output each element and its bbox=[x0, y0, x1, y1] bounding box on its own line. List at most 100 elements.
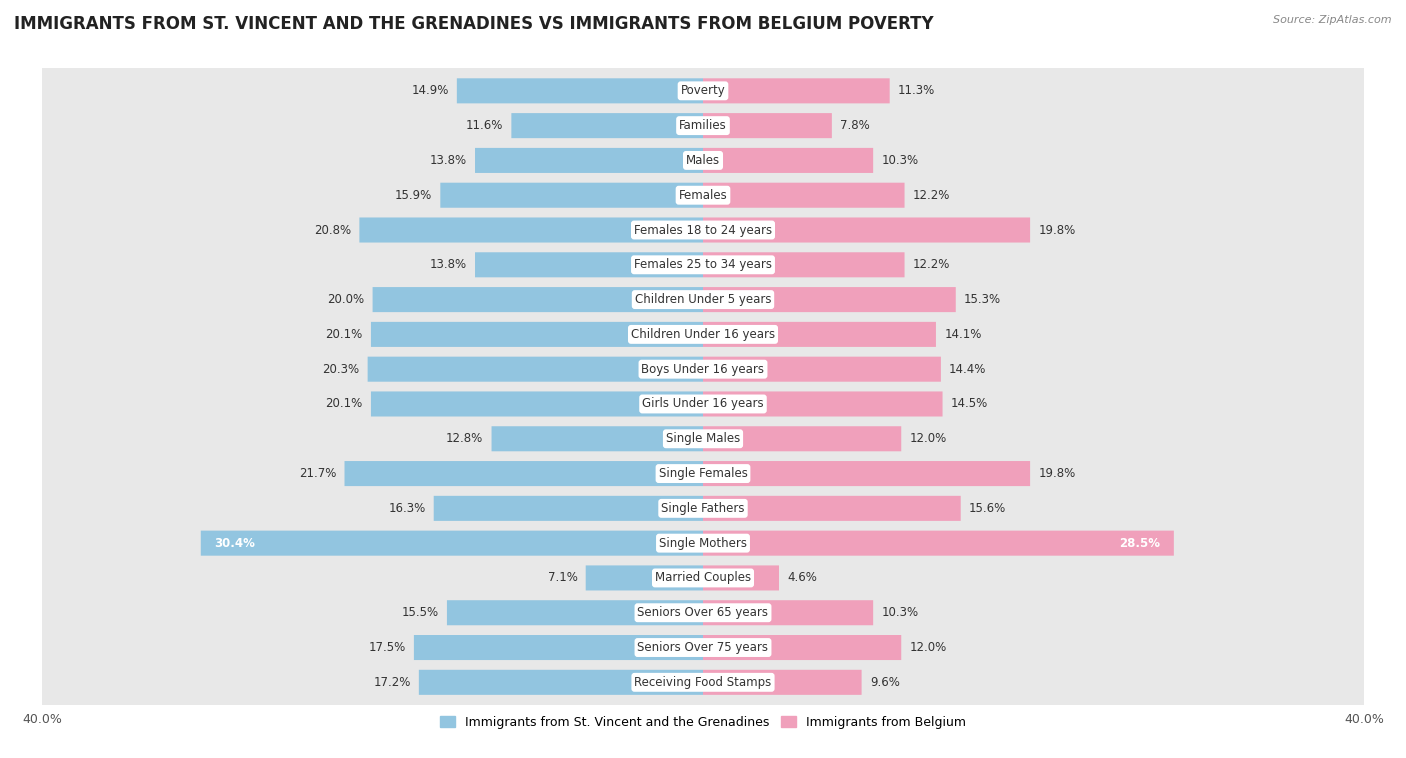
FancyBboxPatch shape bbox=[344, 461, 703, 486]
Legend: Immigrants from St. Vincent and the Grenadines, Immigrants from Belgium: Immigrants from St. Vincent and the Gren… bbox=[434, 711, 972, 734]
FancyBboxPatch shape bbox=[37, 378, 1369, 429]
FancyBboxPatch shape bbox=[37, 518, 1369, 568]
FancyBboxPatch shape bbox=[703, 287, 956, 312]
Text: Married Couples: Married Couples bbox=[655, 572, 751, 584]
Text: Receiving Food Stamps: Receiving Food Stamps bbox=[634, 676, 772, 689]
FancyBboxPatch shape bbox=[360, 218, 703, 243]
FancyBboxPatch shape bbox=[703, 183, 904, 208]
FancyBboxPatch shape bbox=[371, 391, 703, 416]
FancyBboxPatch shape bbox=[512, 113, 703, 138]
FancyBboxPatch shape bbox=[703, 218, 1031, 243]
FancyBboxPatch shape bbox=[440, 183, 703, 208]
FancyBboxPatch shape bbox=[37, 657, 1369, 708]
FancyBboxPatch shape bbox=[447, 600, 703, 625]
Text: 15.6%: 15.6% bbox=[969, 502, 1007, 515]
FancyBboxPatch shape bbox=[703, 496, 960, 521]
Text: 7.1%: 7.1% bbox=[547, 572, 578, 584]
Text: 15.9%: 15.9% bbox=[395, 189, 432, 202]
Text: Seniors Over 65 years: Seniors Over 65 years bbox=[637, 606, 769, 619]
Text: 19.8%: 19.8% bbox=[1039, 467, 1076, 480]
Text: 7.8%: 7.8% bbox=[841, 119, 870, 132]
Text: 4.6%: 4.6% bbox=[787, 572, 817, 584]
FancyBboxPatch shape bbox=[703, 670, 862, 695]
Text: Single Males: Single Males bbox=[666, 432, 740, 445]
FancyBboxPatch shape bbox=[37, 344, 1369, 395]
FancyBboxPatch shape bbox=[37, 622, 1369, 673]
Text: Females 18 to 24 years: Females 18 to 24 years bbox=[634, 224, 772, 236]
Text: Seniors Over 75 years: Seniors Over 75 years bbox=[637, 641, 769, 654]
Text: 10.3%: 10.3% bbox=[882, 606, 918, 619]
Text: 17.5%: 17.5% bbox=[368, 641, 405, 654]
FancyBboxPatch shape bbox=[37, 413, 1369, 464]
FancyBboxPatch shape bbox=[373, 287, 703, 312]
FancyBboxPatch shape bbox=[37, 483, 1369, 534]
Text: Females 25 to 34 years: Females 25 to 34 years bbox=[634, 258, 772, 271]
FancyBboxPatch shape bbox=[37, 309, 1369, 360]
FancyBboxPatch shape bbox=[586, 565, 703, 590]
FancyBboxPatch shape bbox=[419, 670, 703, 695]
FancyBboxPatch shape bbox=[475, 148, 703, 173]
Text: 10.3%: 10.3% bbox=[882, 154, 918, 167]
FancyBboxPatch shape bbox=[37, 240, 1369, 290]
Text: 12.2%: 12.2% bbox=[912, 258, 950, 271]
Text: 30.4%: 30.4% bbox=[214, 537, 254, 550]
Text: 12.0%: 12.0% bbox=[910, 641, 946, 654]
Text: 9.6%: 9.6% bbox=[870, 676, 900, 689]
FancyBboxPatch shape bbox=[703, 426, 901, 451]
Text: Males: Males bbox=[686, 154, 720, 167]
Text: 12.2%: 12.2% bbox=[912, 189, 950, 202]
Text: Single Mothers: Single Mothers bbox=[659, 537, 747, 550]
Text: Families: Families bbox=[679, 119, 727, 132]
Text: 14.9%: 14.9% bbox=[411, 84, 449, 97]
FancyBboxPatch shape bbox=[703, 531, 1174, 556]
Text: 20.1%: 20.1% bbox=[325, 397, 363, 411]
Text: 13.8%: 13.8% bbox=[430, 154, 467, 167]
FancyBboxPatch shape bbox=[703, 600, 873, 625]
Text: 12.8%: 12.8% bbox=[446, 432, 484, 445]
Text: 13.8%: 13.8% bbox=[430, 258, 467, 271]
FancyBboxPatch shape bbox=[433, 496, 703, 521]
Text: 17.2%: 17.2% bbox=[373, 676, 411, 689]
FancyBboxPatch shape bbox=[37, 100, 1369, 151]
FancyBboxPatch shape bbox=[367, 357, 703, 382]
Text: 20.0%: 20.0% bbox=[328, 293, 364, 306]
Text: Girls Under 16 years: Girls Under 16 years bbox=[643, 397, 763, 411]
Text: 15.5%: 15.5% bbox=[402, 606, 439, 619]
FancyBboxPatch shape bbox=[703, 635, 901, 660]
Text: 12.0%: 12.0% bbox=[910, 432, 946, 445]
Text: Females: Females bbox=[679, 189, 727, 202]
FancyBboxPatch shape bbox=[703, 391, 942, 416]
Text: Source: ZipAtlas.com: Source: ZipAtlas.com bbox=[1274, 15, 1392, 25]
FancyBboxPatch shape bbox=[703, 252, 904, 277]
FancyBboxPatch shape bbox=[413, 635, 703, 660]
FancyBboxPatch shape bbox=[37, 587, 1369, 638]
Text: 14.1%: 14.1% bbox=[945, 328, 981, 341]
FancyBboxPatch shape bbox=[37, 448, 1369, 499]
FancyBboxPatch shape bbox=[703, 113, 832, 138]
FancyBboxPatch shape bbox=[201, 531, 703, 556]
FancyBboxPatch shape bbox=[371, 322, 703, 347]
Text: 14.4%: 14.4% bbox=[949, 362, 987, 376]
Text: 21.7%: 21.7% bbox=[299, 467, 336, 480]
FancyBboxPatch shape bbox=[37, 274, 1369, 325]
Text: 28.5%: 28.5% bbox=[1119, 537, 1160, 550]
Text: IMMIGRANTS FROM ST. VINCENT AND THE GRENADINES VS IMMIGRANTS FROM BELGIUM POVERT: IMMIGRANTS FROM ST. VINCENT AND THE GREN… bbox=[14, 15, 934, 33]
FancyBboxPatch shape bbox=[492, 426, 703, 451]
Text: Children Under 16 years: Children Under 16 years bbox=[631, 328, 775, 341]
Text: 14.5%: 14.5% bbox=[950, 397, 988, 411]
Text: Boys Under 16 years: Boys Under 16 years bbox=[641, 362, 765, 376]
FancyBboxPatch shape bbox=[703, 148, 873, 173]
Text: Single Females: Single Females bbox=[658, 467, 748, 480]
Text: 11.3%: 11.3% bbox=[898, 84, 935, 97]
FancyBboxPatch shape bbox=[703, 357, 941, 382]
FancyBboxPatch shape bbox=[37, 553, 1369, 603]
Text: Children Under 5 years: Children Under 5 years bbox=[634, 293, 772, 306]
FancyBboxPatch shape bbox=[703, 322, 936, 347]
FancyBboxPatch shape bbox=[475, 252, 703, 277]
FancyBboxPatch shape bbox=[37, 65, 1369, 116]
FancyBboxPatch shape bbox=[457, 78, 703, 103]
Text: Poverty: Poverty bbox=[681, 84, 725, 97]
Text: 11.6%: 11.6% bbox=[465, 119, 503, 132]
Text: 16.3%: 16.3% bbox=[388, 502, 426, 515]
Text: 19.8%: 19.8% bbox=[1039, 224, 1076, 236]
